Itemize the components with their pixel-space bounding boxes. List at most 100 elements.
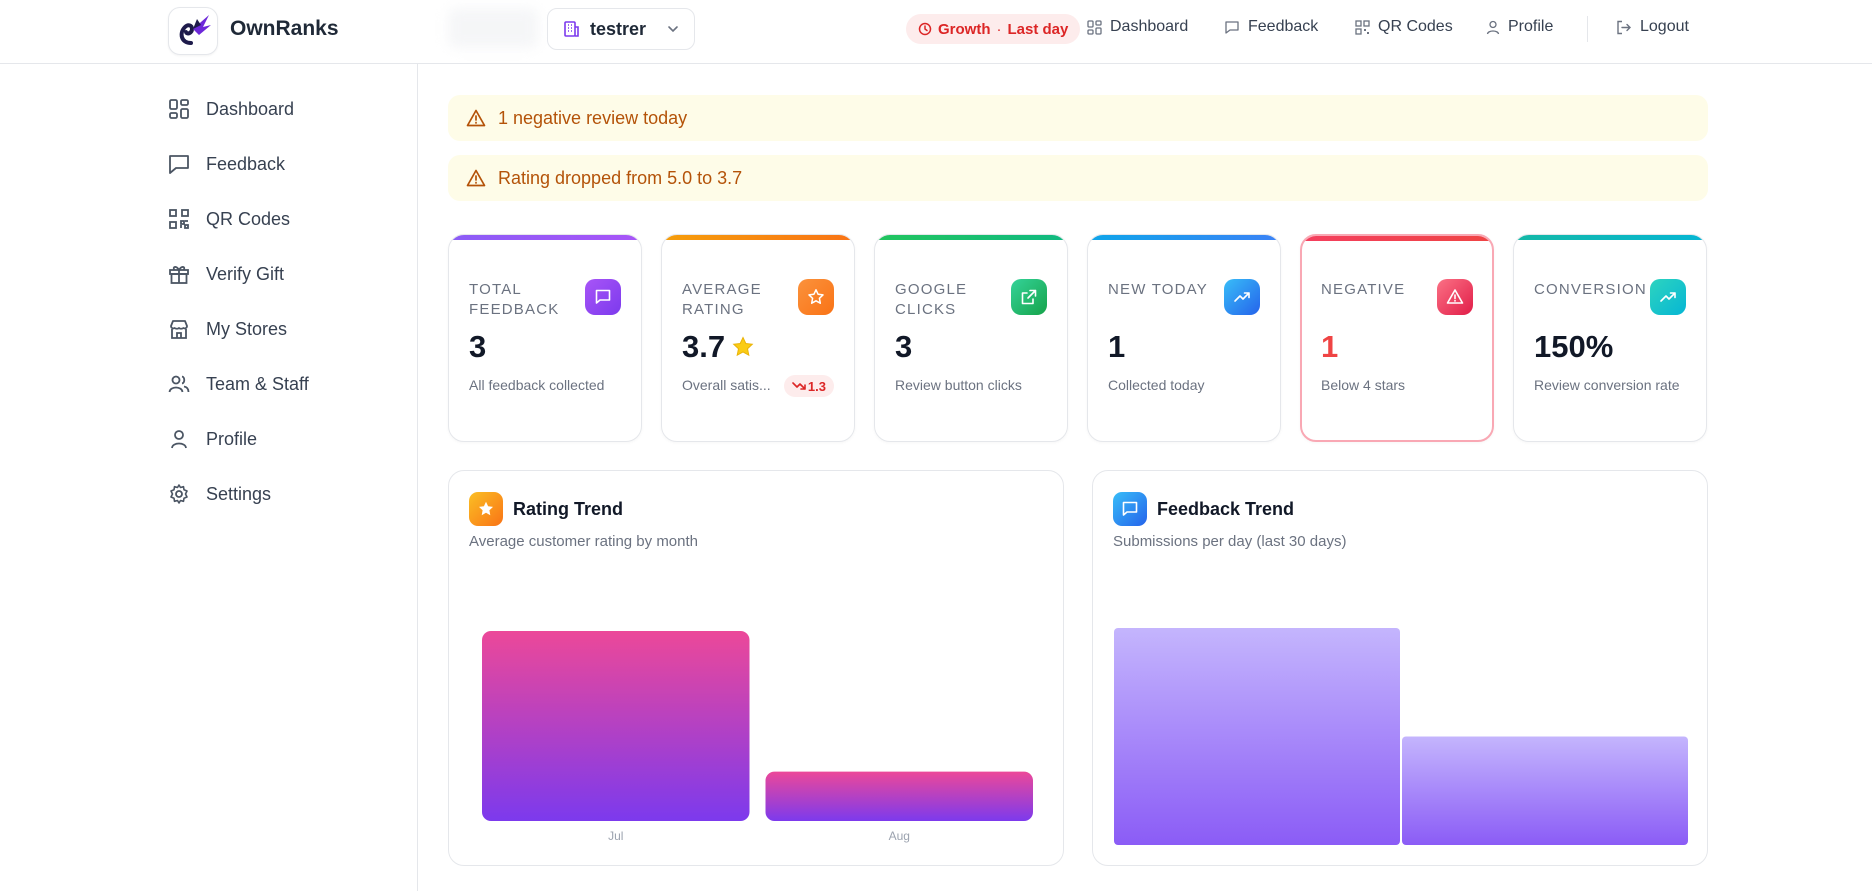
stat-card-average-rating[interactable]: Average Rating 3.7 Overall satis... 1.3 — [661, 234, 855, 442]
alert-triangle-icon — [1437, 279, 1473, 315]
growth-separator: · — [996, 20, 1002, 38]
nav-qr-codes[interactable]: QR Codes — [1355, 18, 1453, 36]
card-accent-bar — [875, 235, 1067, 240]
message-icon — [585, 279, 621, 315]
top-header: OwnRanks testrer Growth · Last day Dashb… — [0, 0, 1872, 64]
brand-logo[interactable] — [168, 7, 218, 55]
sidebar-item-profile[interactable]: Profile — [168, 425, 257, 453]
stat-card-google-clicks[interactable]: Google Clicks 3 Review button clicks — [874, 234, 1068, 442]
sidebar-item-team-staff[interactable]: Team & Staff — [168, 370, 309, 398]
rating-trend-panel: Jul Aug Rating Trend Average customer rat… — [448, 470, 1064, 866]
message-icon — [169, 155, 189, 174]
message-icon — [1225, 20, 1239, 34]
star-icon — [798, 279, 834, 315]
stat-subtitle: Collected today — [1108, 377, 1205, 393]
alert-negative-review: 1 negative review today — [448, 95, 1708, 141]
stat-card-conversion[interactable]: Conversion 150% Review conversion rate — [1513, 234, 1707, 442]
card-accent-bar — [1088, 235, 1280, 240]
growth-label: Growth — [938, 20, 991, 38]
trend-down-icon — [792, 382, 806, 390]
card-accent-bar — [449, 235, 641, 240]
qr-icon — [1355, 19, 1370, 35]
panel-title: Rating Trend — [513, 499, 624, 519]
sidebar-item-feedback[interactable]: Feedback — [168, 150, 285, 178]
panel-subtitle: Average customer rating by month — [469, 533, 699, 550]
sidebar-item-my-stores[interactable]: My Stores — [168, 315, 287, 343]
store-icon — [170, 320, 188, 339]
card-accent-bar — [1302, 236, 1492, 241]
blurred-element — [448, 8, 538, 48]
chart-bar[interactable] — [1402, 736, 1688, 846]
stat-card-new-today[interactable]: New Today 1 Collected today — [1087, 234, 1281, 442]
external-link-icon — [1011, 279, 1047, 315]
card-accent-bar — [1514, 235, 1706, 240]
building-icon — [564, 21, 579, 37]
stat-value: 150% — [1534, 329, 1614, 364]
users-icon — [168, 375, 190, 393]
nav-dashboard-label: Dashboard — [1110, 18, 1189, 35]
brand-name: OwnRanks — [230, 17, 339, 40]
logo-bird-icon — [179, 15, 211, 45]
sidebar-item-label: QR Codes — [206, 208, 291, 229]
nav-divider — [1587, 16, 1588, 42]
stat-label: Average Rating — [682, 281, 762, 318]
sidebar-item-settings[interactable]: Settings — [168, 480, 271, 508]
stat-subtitle: All feedback collected — [469, 377, 605, 393]
store-name: testrer — [590, 18, 647, 39]
sidebar-item-label: Team & Staff — [206, 373, 309, 394]
logout-button[interactable]: Logout — [1616, 18, 1689, 36]
sidebar-item-qr-codes[interactable]: QR Codes — [168, 205, 290, 233]
sidebar-item-label: Dashboard — [206, 98, 295, 119]
stat-value: 1 — [1108, 329, 1126, 364]
stat-card-total-feedback[interactable]: Total Feedback 3 All feedback collected — [448, 234, 642, 442]
chart-bar[interactable] — [482, 631, 750, 821]
x-tick-label: Aug — [889, 829, 910, 843]
panel-subtitle: Submissions per day (last 30 days) — [1113, 533, 1347, 550]
growth-badge[interactable]: Growth · Last day — [906, 14, 1081, 44]
sidebar-item-label: Profile — [206, 428, 258, 449]
alert-rating-drop: Rating dropped from 5.0 to 3.7 — [448, 155, 1708, 201]
sidebar-item-label: Verify Gift — [206, 263, 285, 284]
sidebar: Dashboard Feedback QR Codes Verify Gift … — [0, 64, 418, 891]
logout-icon — [1617, 20, 1631, 34]
sidebar-item-label: My Stores — [206, 318, 288, 339]
qr-icon — [169, 209, 189, 229]
sidebar-item-verify-gift[interactable]: Verify Gift — [168, 260, 284, 288]
user-icon — [171, 430, 187, 449]
chart-bar[interactable] — [1114, 628, 1400, 845]
alert-text: Rating dropped from 5.0 to 3.7 — [498, 167, 743, 188]
sidebar-item-label: Feedback — [206, 153, 286, 174]
nav-profile-label: Profile — [1508, 18, 1554, 35]
stat-value: 1 — [1321, 329, 1339, 364]
stat-label: Total Feedback — [469, 281, 560, 318]
rating-delta-badge: 1.3 — [783, 375, 834, 397]
feedback-trend-chart — [1114, 628, 1688, 846]
growth-period: Last day — [1007, 20, 1069, 38]
nav-dashboard[interactable]: Dashboard — [1087, 18, 1188, 36]
stat-card-negative[interactable]: Negative 1 Below 4 stars — [1300, 234, 1494, 442]
x-tick-label: Jul — [608, 829, 623, 843]
warning-icon — [466, 169, 486, 187]
sidebar-item-label: Settings — [206, 483, 272, 504]
clock-icon — [918, 22, 932, 36]
chart-bar[interactable] — [765, 771, 1034, 821]
card-accent-bar — [662, 235, 854, 240]
nav-feedback[interactable]: Feedback — [1224, 18, 1318, 36]
stat-label: Negative — [1321, 281, 1406, 298]
chevron-down-icon — [668, 26, 678, 33]
message-icon — [1113, 492, 1147, 526]
star-icon — [469, 492, 503, 526]
trend-up-icon — [1650, 279, 1686, 315]
rating-trend-chart: Jul Aug — [482, 631, 1034, 843]
stat-value-wrap: 3.7 — [682, 329, 755, 365]
stat-value: 3 — [469, 329, 487, 364]
store-selector[interactable]: testrer — [547, 8, 695, 50]
alert-text: 1 negative review today — [498, 107, 688, 128]
sidebar-item-dashboard[interactable]: Dashboard — [168, 95, 294, 123]
stat-label: Google Clicks — [895, 281, 968, 318]
stat-subtitle: Review button clicks — [895, 377, 1022, 393]
gear-icon — [170, 484, 188, 504]
nav-profile[interactable]: Profile — [1486, 18, 1553, 36]
nav-feedback-label: Feedback — [1248, 18, 1319, 35]
stat-value: 3.7 — [682, 329, 726, 364]
